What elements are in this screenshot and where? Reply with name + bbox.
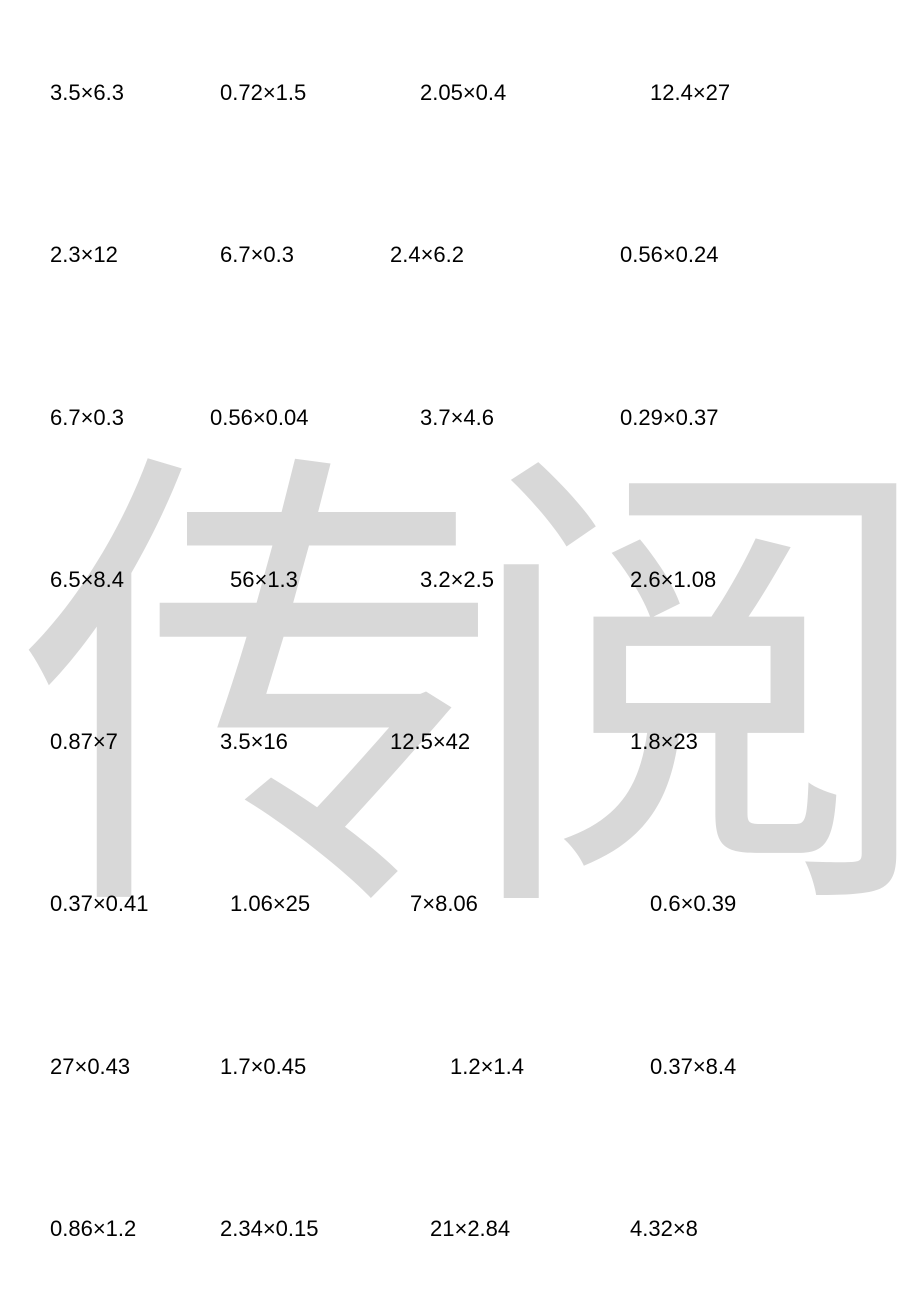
problem-cell: 2.4×6.2 [390, 242, 610, 268]
problem-cell: 3.5×16 [210, 729, 390, 755]
problem-cell: 1.2×1.4 [390, 1054, 610, 1080]
problem-cell: 0.56×0.04 [210, 405, 390, 431]
problem-row: 6.5×8.4 56×1.3 3.2×2.5 2.6×1.08 [50, 567, 870, 593]
problem-cell: 2.3×12 [50, 242, 210, 268]
problem-row: 6.7×0.3 0.56×0.04 3.7×4.6 0.29×0.37 [50, 405, 870, 431]
problem-cell: 1.7×0.45 [210, 1054, 390, 1080]
problem-row: 0.37×0.41 1.06×25 7×8.06 0.6×0.39 [50, 891, 870, 917]
problem-cell: 6.7×0.3 [210, 242, 390, 268]
problem-cell: 12.5×42 [390, 729, 610, 755]
problem-cell: 27×0.43 [50, 1054, 210, 1080]
problem-row: 0.87×7 3.5×16 12.5×42 1.8×23 [50, 729, 870, 755]
problem-cell: 56×1.3 [210, 567, 390, 593]
problem-cell: 2.6×1.08 [610, 567, 810, 593]
problem-cell: 2.34×0.15 [210, 1216, 390, 1242]
problem-cell: 3.7×4.6 [390, 405, 610, 431]
problem-cell: 12.4×27 [610, 80, 810, 106]
problem-cell: 3.2×2.5 [390, 567, 610, 593]
problem-cell: 0.87×7 [50, 729, 210, 755]
problem-cell: 0.29×0.37 [610, 405, 810, 431]
problem-cell: 2.05×0.4 [390, 80, 610, 106]
problem-cell: 0.6×0.39 [610, 891, 810, 917]
problem-cell: 0.56×0.24 [610, 242, 810, 268]
problem-cell: 0.37×8.4 [610, 1054, 810, 1080]
problem-cell: 0.37×0.41 [50, 891, 210, 917]
problem-cell: 1.06×25 [210, 891, 390, 917]
problem-row: 27×0.43 1.7×0.45 1.2×1.4 0.37×8.4 [50, 1054, 870, 1080]
problem-cell: 7×8.06 [390, 891, 610, 917]
problem-cell: 21×2.84 [390, 1216, 610, 1242]
problem-cell: 3.5×6.3 [50, 80, 210, 106]
problem-cell: 6.7×0.3 [50, 405, 210, 431]
problem-cell: 1.8×23 [610, 729, 810, 755]
problem-row: 2.3×12 6.7×0.3 2.4×6.2 0.56×0.24 [50, 242, 870, 268]
problem-cell: 6.5×8.4 [50, 567, 210, 593]
problem-row: 3.5×6.3 0.72×1.5 2.05×0.4 12.4×27 [50, 80, 870, 106]
problems-grid: 3.5×6.3 0.72×1.5 2.05×0.4 12.4×27 2.3×12… [0, 0, 920, 1302]
problem-cell: 0.86×1.2 [50, 1216, 210, 1242]
problem-cell: 0.72×1.5 [210, 80, 390, 106]
problem-cell: 4.32×8 [610, 1216, 810, 1242]
problem-row: 0.86×1.2 2.34×0.15 21×2.84 4.32×8 [50, 1216, 870, 1242]
